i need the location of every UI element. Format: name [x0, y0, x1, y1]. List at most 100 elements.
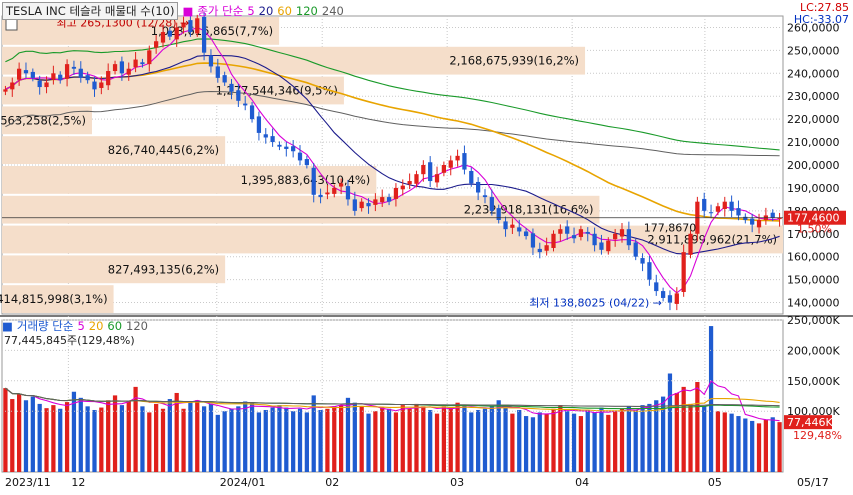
- candle-body: [256, 116, 262, 133]
- candle-body: [448, 160, 453, 168]
- volume-bar: [147, 412, 152, 472]
- volume-profile-bar: [2, 225, 783, 254]
- candle-body: [777, 217, 782, 220]
- volume-bar: [736, 416, 741, 472]
- vol-ma-20[interactable]: 20: [88, 319, 104, 333]
- ma-period-60[interactable]: 60: [277, 4, 292, 18]
- candle-body: [708, 212, 714, 214]
- volume-bar: [373, 411, 378, 472]
- date-tick-label: 05: [708, 476, 722, 489]
- candle-body: [208, 55, 214, 67]
- volume-title: 거래량 단순: [16, 319, 74, 333]
- volume-bar: [85, 406, 90, 472]
- candle-body: [160, 32, 166, 43]
- volume-bar: [400, 405, 405, 472]
- volume-bar: [606, 414, 611, 472]
- volume-bar: [756, 423, 762, 472]
- candle-body: [359, 201, 364, 209]
- ma20-line: [5, 54, 780, 255]
- ma-period-120[interactable]: 120: [295, 4, 318, 18]
- price-tick-label: 230,0000: [787, 90, 840, 103]
- volume-bar: [154, 403, 159, 472]
- volume-profile-bar: [2, 46, 586, 75]
- candle-body: [592, 233, 597, 246]
- volume-bar: [770, 417, 775, 472]
- candle-body: [229, 83, 234, 92]
- volume-profile-bar: [2, 285, 114, 313]
- volume-bar: [565, 411, 570, 472]
- volume-bar: [462, 405, 467, 472]
- volume-bar: [455, 402, 460, 472]
- volume-bar: [270, 407, 275, 472]
- volume-bar: [482, 408, 488, 472]
- candle-body: [78, 68, 83, 78]
- candle-body: [633, 242, 638, 257]
- candle-body: [263, 134, 268, 138]
- volume-profile-bar: [2, 136, 226, 164]
- vol-ma-5[interactable]: 5: [77, 319, 85, 333]
- candle-body: [380, 197, 385, 203]
- volume-bar: [544, 413, 549, 472]
- ma5-line: [5, 26, 780, 294]
- ma-period-240[interactable]: 240: [321, 4, 344, 18]
- low-annotation: 최저 138,8025 (04/22) →: [529, 297, 662, 310]
- volume-bar: [421, 406, 426, 472]
- candle-body: [270, 136, 275, 143]
- volume-bar: [167, 399, 172, 472]
- candle-body: [702, 198, 707, 211]
- candle-body: [640, 258, 645, 264]
- candle-body: [386, 197, 392, 202]
- candle-body: [729, 201, 734, 211]
- ma-period-20[interactable]: 20: [258, 4, 274, 18]
- price-tick-label: 200,0000: [787, 159, 840, 172]
- candle-body: [606, 240, 611, 252]
- candle-body: [585, 231, 590, 234]
- volume-bar: [599, 407, 604, 472]
- volume-tick-label: 250,000K: [787, 314, 840, 327]
- candle-body: [496, 208, 501, 221]
- candle-body: [400, 185, 405, 190]
- date-tick-label: 02: [325, 476, 339, 489]
- volume-bar: [571, 413, 577, 472]
- candle-body: [23, 70, 29, 74]
- grid-toggle-icon: [5, 18, 18, 31]
- candle-body: [393, 187, 399, 199]
- ma240-line: [5, 90, 780, 157]
- price-header: TESLA INC 테슬라 매물대 수(10) ■ 종가 단순 5 20 60 …: [2, 2, 344, 20]
- ticker-title[interactable]: TESLA INC 테슬라 매물대 수(10): [2, 2, 179, 20]
- candle-body: [626, 229, 631, 246]
- volume-bar: [208, 403, 214, 472]
- volume-tick-label: 100,000K: [787, 405, 840, 418]
- candle-body: [277, 144, 282, 147]
- candle-body: [311, 167, 316, 195]
- volume-current-label: 77,446K: [787, 416, 833, 429]
- price-tick-label: 150,0000: [787, 274, 840, 287]
- volume-bar: [414, 403, 419, 472]
- candle-body: [338, 183, 344, 187]
- candle-body: [64, 64, 70, 79]
- volume-bar: [99, 407, 104, 472]
- candle-body: [462, 153, 467, 170]
- volume-bar: [17, 394, 22, 472]
- candle-body: [147, 50, 152, 65]
- volume-bar: [585, 409, 590, 472]
- date-tick-label: 03: [450, 476, 464, 489]
- volume-profile-label: 2,911,899,962(21,7%): [647, 233, 777, 247]
- candle-body: [736, 208, 741, 216]
- candle-body: [58, 74, 63, 81]
- volume-bar: [112, 395, 118, 472]
- candle-body: [414, 174, 419, 184]
- volume-bar: [201, 406, 207, 472]
- volume-bar: [249, 402, 255, 472]
- volume-bar: [434, 413, 440, 472]
- candle-body: [613, 233, 618, 240]
- hc-readout: HC:-33.07: [793, 13, 849, 26]
- vol-ma-120[interactable]: 120: [126, 319, 148, 333]
- volume-bar: [23, 400, 29, 472]
- vol-ma-60[interactable]: 60: [107, 319, 123, 333]
- candle-body: [722, 201, 727, 210]
- volume-bar: [311, 395, 316, 472]
- ma-period-5[interactable]: 5: [247, 4, 255, 18]
- price-tick-label: 240,0000: [787, 67, 840, 80]
